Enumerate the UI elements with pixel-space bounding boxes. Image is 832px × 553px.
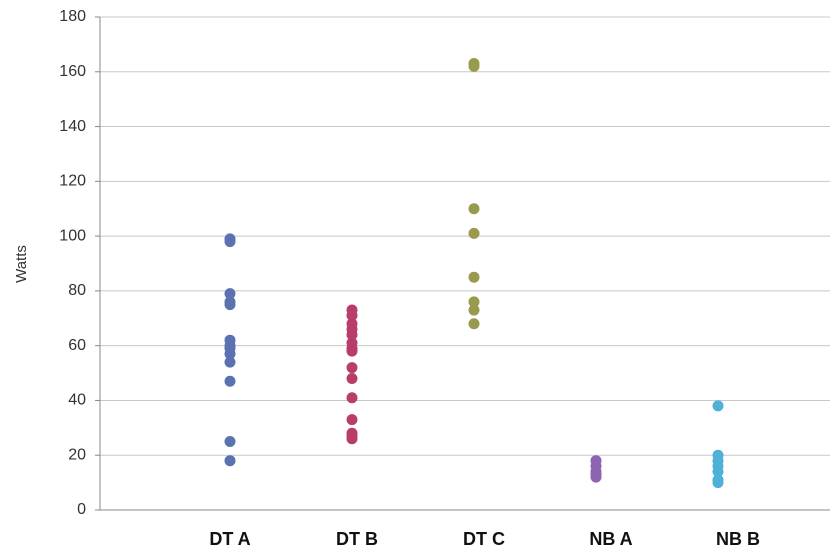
y-tick-label: 20 — [68, 446, 86, 463]
dot — [468, 227, 480, 239]
dot — [346, 433, 358, 445]
dot — [224, 299, 236, 311]
dot — [224, 436, 236, 448]
dot — [224, 455, 236, 467]
x-tick-label: NB B — [716, 529, 760, 549]
dot — [346, 345, 358, 357]
y-tick-label: 100 — [59, 227, 86, 244]
dot — [468, 271, 480, 283]
dot — [346, 392, 358, 404]
y-tick-label: 0 — [77, 501, 86, 518]
dot — [712, 400, 724, 412]
y-tick-label: 120 — [59, 173, 86, 190]
dot — [224, 288, 236, 300]
y-tick-label: 140 — [59, 118, 86, 135]
dot — [468, 318, 480, 330]
y-tick-label: 180 — [59, 8, 86, 25]
dot — [468, 304, 480, 316]
dot — [712, 466, 724, 478]
dot — [468, 60, 480, 72]
dot — [224, 356, 236, 368]
dot — [346, 329, 358, 341]
dot — [590, 471, 602, 483]
x-tick-label: DT A — [209, 529, 250, 549]
y-tick-label: 80 — [68, 282, 86, 299]
dot — [468, 203, 480, 215]
x-tick-label: DT C — [463, 529, 505, 549]
dot — [224, 348, 236, 360]
dot — [468, 296, 480, 308]
y-tick-label: 60 — [68, 337, 86, 354]
dot — [224, 375, 236, 387]
dot — [346, 414, 358, 426]
y-tick-label: 160 — [59, 63, 86, 80]
x-tick-label: DT B — [336, 529, 378, 549]
dot — [346, 373, 358, 385]
dot — [224, 236, 236, 248]
x-tick-label: NB A — [589, 529, 632, 549]
dot — [712, 477, 724, 489]
dot — [346, 310, 358, 322]
dot — [346, 362, 358, 374]
y-tick-label: 40 — [68, 392, 86, 409]
y-axis-label: Watts — [13, 245, 30, 283]
